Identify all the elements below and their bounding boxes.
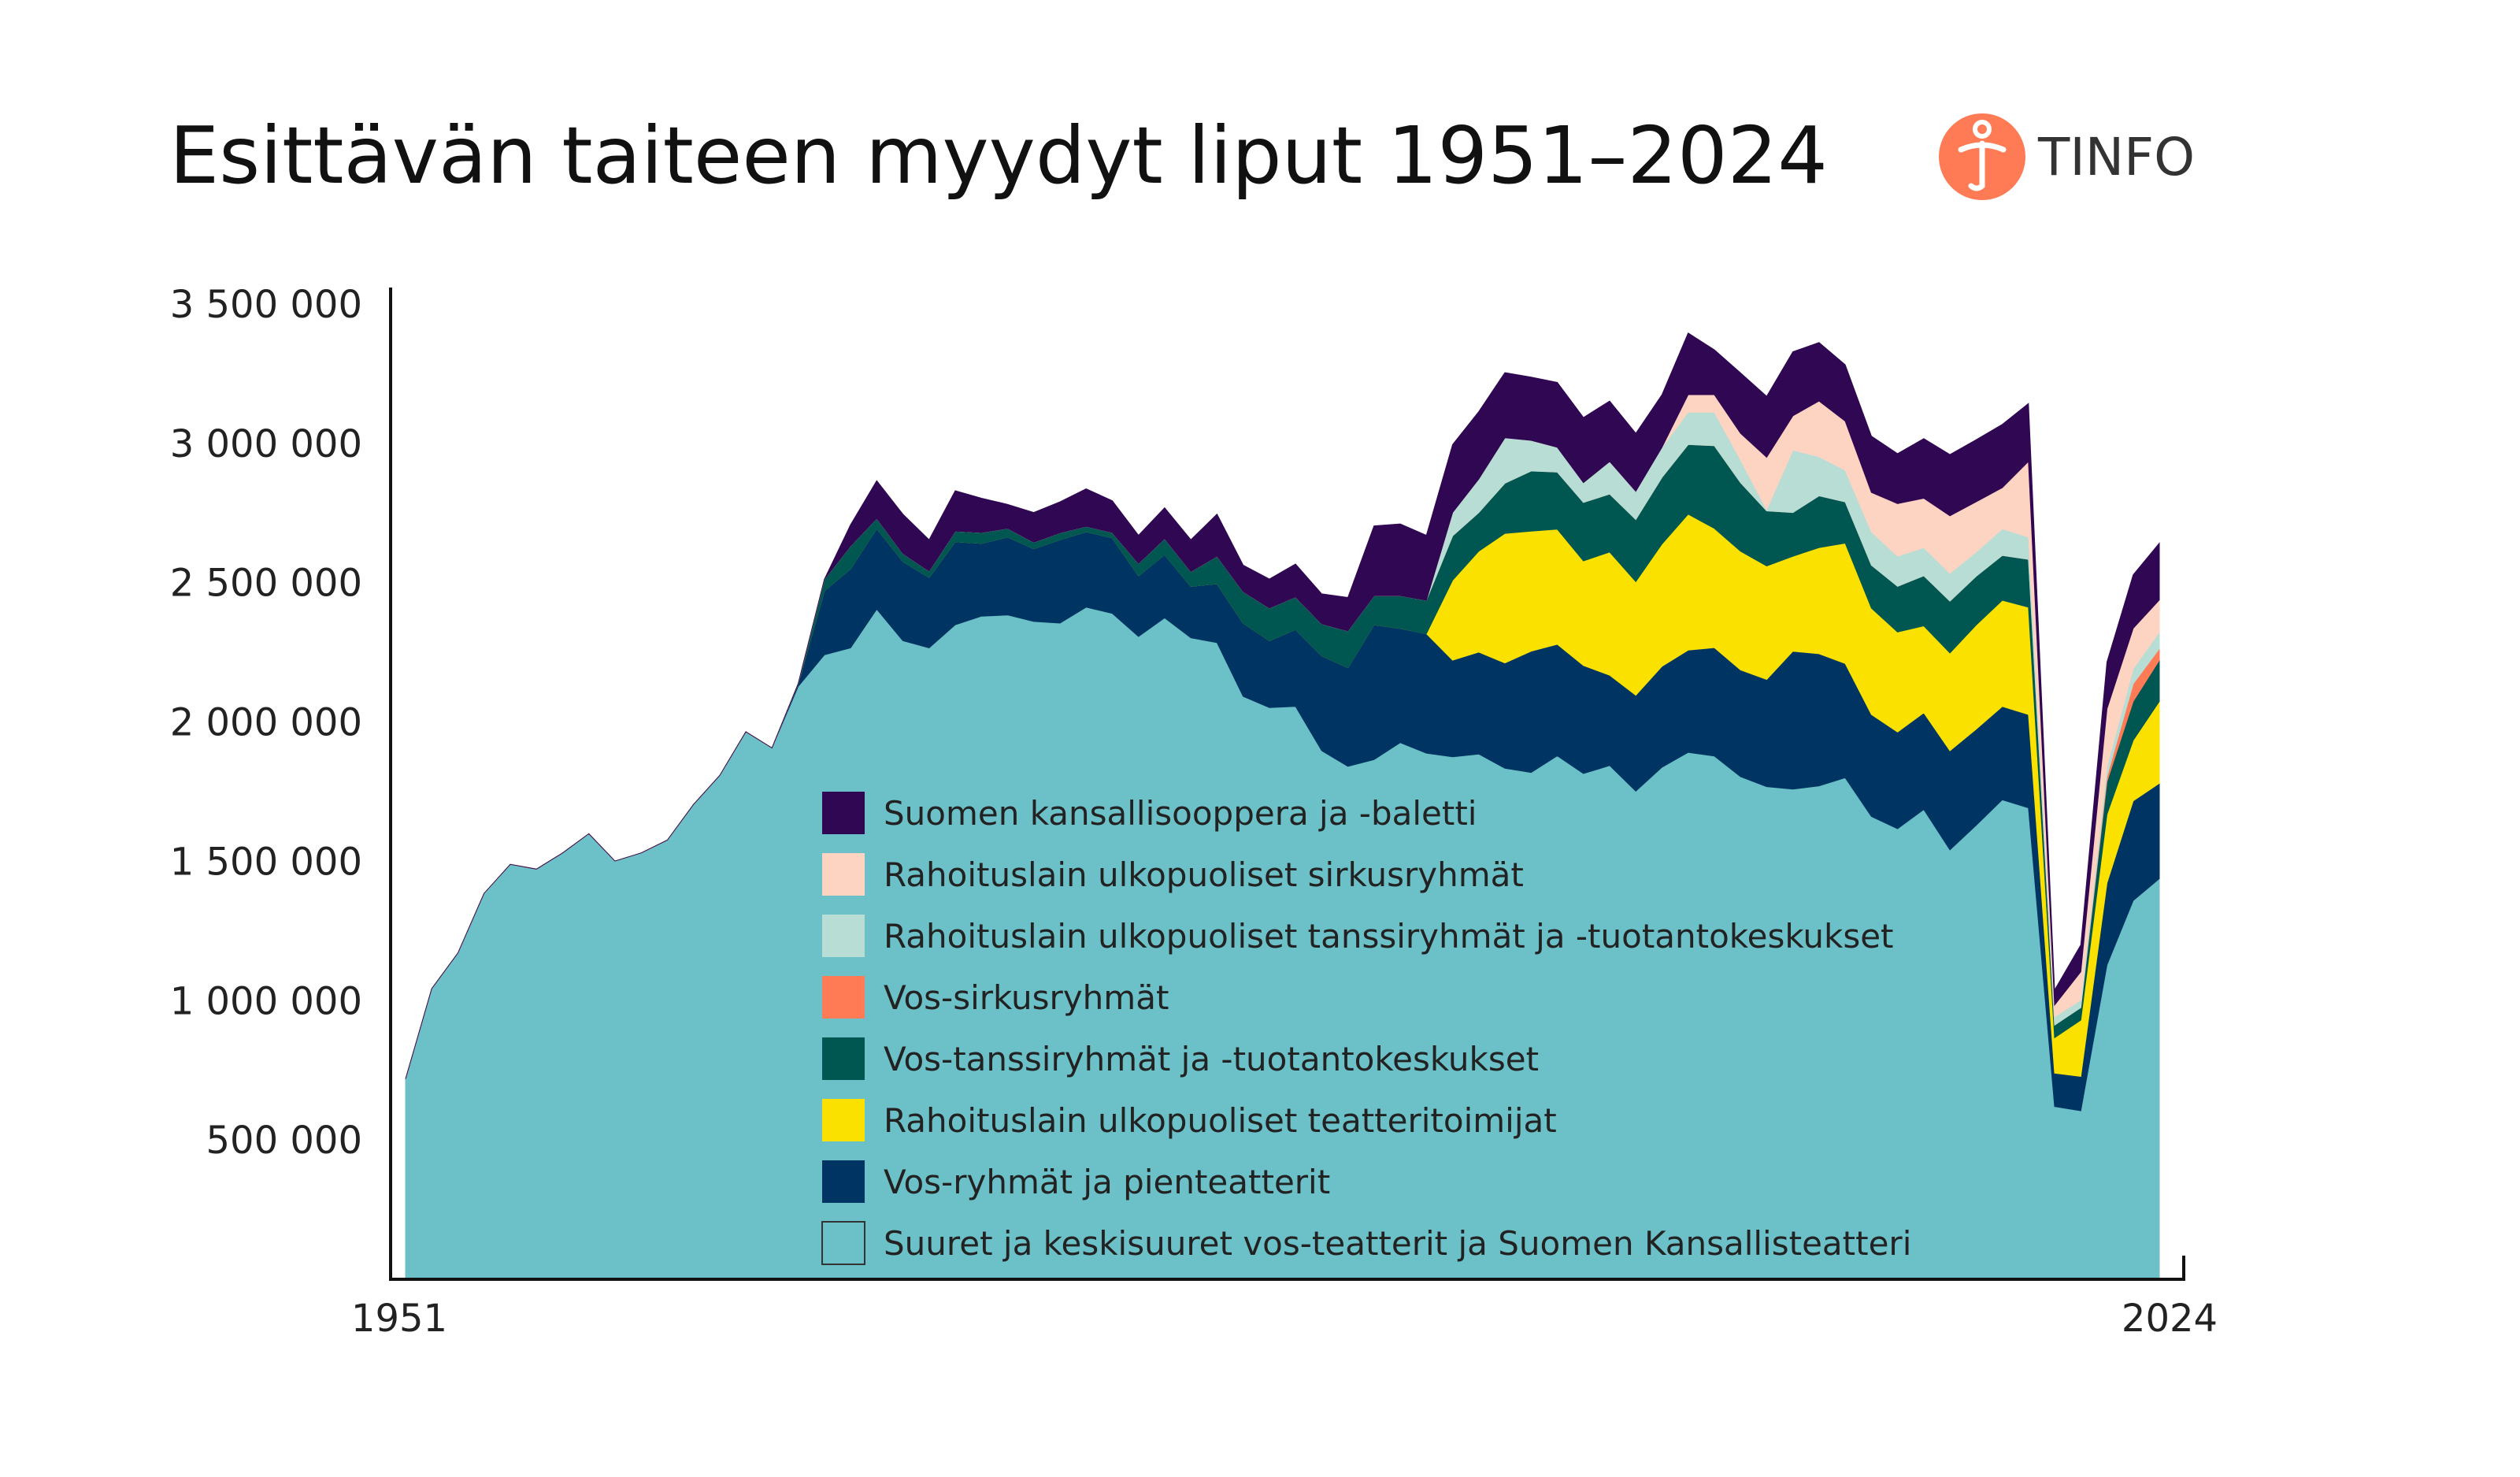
legend-item: Vos-sirkusryhmät	[822, 976, 1169, 1019]
logo-icon-head	[1973, 120, 1992, 139]
y-tick-label: 1 000 000	[170, 979, 362, 1023]
legend-item: Rahoituslain ulkopuoliset sirkusryhmät	[822, 853, 1524, 896]
legend-label: Vos-sirkusryhmät	[884, 978, 1169, 1017]
logo-icon-figure	[1958, 140, 2007, 191]
legend-item: Suuret ja keskisuuret vos-teatterit ja S…	[821, 1221, 1911, 1265]
page-title: Esittävän taiteen myydyt liput 1951–2024	[169, 109, 1828, 202]
legend-swatch	[822, 853, 865, 896]
x-tick-label-end: 2024	[2122, 1297, 2218, 1341]
legend-label: Vos-tanssiryhmät ja -tuotantokeskukset	[884, 1040, 1539, 1078]
axes	[389, 288, 2185, 1281]
legend-label: Vos-ryhmät ja pienteatterit	[884, 1163, 1330, 1201]
legend-label: Rahoituslain ulkopuoliset sirkusryhmät	[884, 855, 1524, 894]
legend: Suomen kansallisooppera ja -baletti Raho…	[821, 792, 1911, 1265]
legend-swatch	[822, 915, 865, 957]
legend-swatch	[821, 1221, 865, 1265]
legend-label: Suomen kansallisooppera ja -baletti	[884, 794, 1477, 833]
area-series-7	[405, 332, 2160, 1079]
legend-label: Rahoituslain ulkopuoliset teatteritoimij…	[884, 1101, 1557, 1140]
legend-swatch	[822, 1037, 865, 1080]
y-tick-label: 1 500 000	[170, 840, 362, 884]
x-tick-label-start: 1951	[351, 1297, 447, 1341]
legend-swatch	[822, 1160, 865, 1203]
y-tick-label: 2 000 000	[170, 701, 362, 745]
legend-swatch	[822, 792, 865, 834]
y-tick-labels: 500 000 1 000 000 1 500 000 2 000 000 2 …	[170, 283, 362, 1163]
legend-item: Vos-tanssiryhmät ja -tuotantokeskukset	[822, 1037, 1539, 1080]
y-tick-label: 2 500 000	[170, 562, 362, 606]
legend-item: Rahoituslain ulkopuoliset tanssiryhmät j…	[822, 915, 1894, 957]
y-tick-label: 3 000 000	[170, 422, 362, 466]
tinfo-logo: TINFO	[1939, 113, 2195, 200]
legend-item: Vos-ryhmät ja pienteatterit	[822, 1160, 1330, 1203]
logo-text: TINFO	[2037, 127, 2195, 187]
legend-item: Rahoituslain ulkopuoliset teatteritoimij…	[822, 1099, 1557, 1141]
legend-swatch	[822, 976, 865, 1019]
legend-label: Suuret ja keskisuuret vos-teatterit ja S…	[884, 1224, 1911, 1263]
y-tick-label: 3 500 000	[170, 283, 362, 327]
legend-swatch	[822, 1099, 865, 1141]
legend-item: Suomen kansallisooppera ja -baletti	[822, 792, 1477, 834]
y-tick-label: 500 000	[206, 1119, 363, 1163]
legend-label: Rahoituslain ulkopuoliset tanssiryhmät j…	[884, 917, 1894, 956]
